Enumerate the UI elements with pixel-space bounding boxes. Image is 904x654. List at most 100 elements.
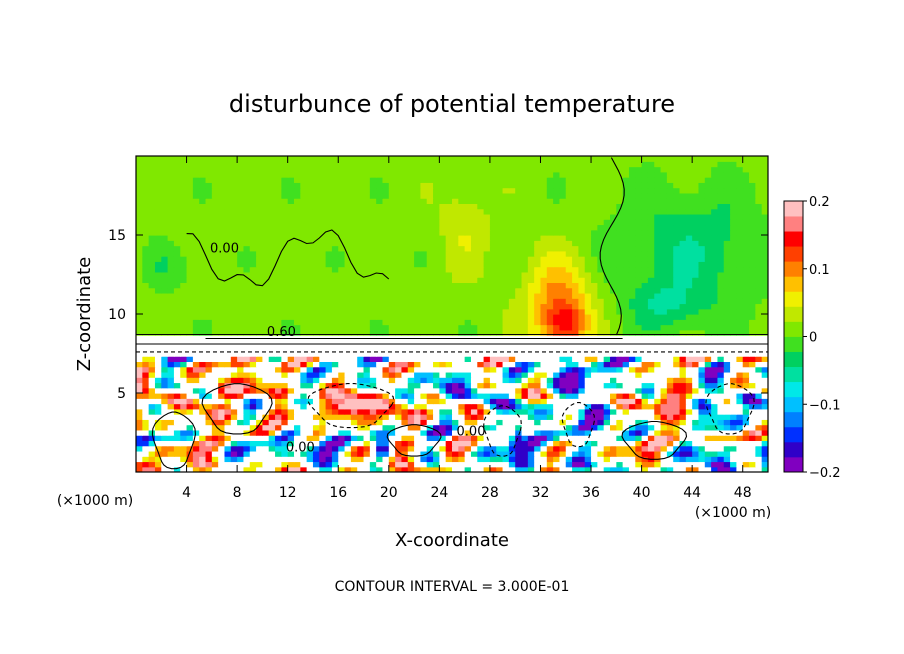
heatmap-cell bbox=[489, 445, 497, 452]
heatmap-cell bbox=[237, 224, 245, 231]
heatmap-cell bbox=[439, 350, 447, 357]
heatmap-cell bbox=[489, 371, 497, 378]
heatmap-cell bbox=[426, 408, 434, 415]
heatmap-cell bbox=[344, 345, 352, 352]
heatmap-cell bbox=[344, 382, 352, 389]
heatmap-cell bbox=[312, 324, 320, 331]
heatmap-cell bbox=[660, 271, 668, 278]
heatmap-cell bbox=[717, 319, 725, 326]
heatmap-cell bbox=[628, 213, 636, 220]
heatmap-cell bbox=[363, 435, 371, 441]
heatmap-cell bbox=[363, 282, 371, 289]
heatmap-cell bbox=[369, 235, 377, 241]
heatmap-cell bbox=[331, 287, 339, 294]
heatmap-cell bbox=[161, 256, 169, 262]
heatmap-cell bbox=[565, 445, 573, 452]
heatmap-cell bbox=[325, 292, 333, 299]
heatmap-cell bbox=[578, 266, 586, 273]
heatmap-cell bbox=[218, 361, 226, 368]
heatmap-cell bbox=[730, 229, 737, 236]
heatmap-cell bbox=[508, 356, 516, 362]
heatmap-cell bbox=[199, 277, 207, 283]
heatmap-cell bbox=[142, 445, 150, 452]
heatmap-cell bbox=[382, 435, 390, 441]
heatmap-cell bbox=[205, 329, 213, 336]
heatmap-cell bbox=[167, 435, 175, 441]
heatmap-cell bbox=[647, 403, 655, 410]
heatmap-cell bbox=[154, 398, 162, 405]
heatmap-cell bbox=[489, 377, 497, 384]
heatmap-cell bbox=[502, 303, 510, 310]
heatmap-cell bbox=[660, 345, 668, 352]
heatmap-cell bbox=[319, 235, 327, 241]
heatmap-cell bbox=[622, 329, 630, 336]
heatmap-cell bbox=[452, 324, 459, 331]
heatmap-cell bbox=[761, 345, 768, 352]
heatmap-cell bbox=[382, 345, 390, 352]
heatmap-cell bbox=[439, 366, 447, 373]
heatmap-cell bbox=[325, 345, 333, 352]
heatmap-cell bbox=[395, 361, 403, 368]
heatmap-cell bbox=[685, 335, 693, 341]
heatmap-cell bbox=[142, 329, 150, 336]
heatmap-cell bbox=[603, 377, 611, 384]
heatmap-cell bbox=[312, 393, 320, 399]
heatmap-cell bbox=[426, 298, 434, 305]
heatmap-cell bbox=[218, 213, 226, 220]
heatmap-cell bbox=[376, 219, 384, 226]
heatmap-cell bbox=[218, 377, 226, 384]
heatmap-cell bbox=[401, 298, 409, 305]
heatmap-cell bbox=[698, 366, 706, 373]
heatmap-cell bbox=[230, 319, 238, 326]
heatmap-cell bbox=[192, 266, 200, 273]
heatmap-cell bbox=[508, 398, 516, 405]
heatmap-cell bbox=[622, 429, 630, 436]
heatmap-cell bbox=[256, 398, 263, 405]
heatmap-cell bbox=[717, 377, 725, 384]
heatmap-cell bbox=[578, 387, 586, 394]
heatmap-cell bbox=[723, 266, 731, 273]
heatmap-cell bbox=[666, 219, 674, 226]
heatmap-cell bbox=[515, 366, 523, 373]
heatmap-cell bbox=[211, 350, 219, 357]
heatmap-cell bbox=[180, 450, 188, 457]
heatmap-cell bbox=[142, 393, 150, 399]
heatmap-cell bbox=[275, 224, 282, 231]
heatmap-cell bbox=[578, 382, 586, 389]
heatmap-cell bbox=[565, 324, 573, 331]
heatmap-cell bbox=[521, 361, 529, 368]
heatmap-cell bbox=[553, 345, 561, 352]
heatmap-cell bbox=[275, 287, 282, 294]
heatmap-cell bbox=[660, 398, 668, 405]
heatmap-cell bbox=[161, 403, 169, 410]
heatmap-cell bbox=[584, 235, 592, 241]
heatmap-cell bbox=[382, 398, 390, 405]
heatmap-cell bbox=[426, 256, 434, 262]
heatmap-cell bbox=[483, 377, 491, 384]
heatmap-cell bbox=[420, 319, 428, 326]
heatmap-cell bbox=[761, 324, 768, 331]
heatmap-cell bbox=[723, 445, 731, 452]
heatmap-cell bbox=[439, 440, 447, 447]
heatmap-cell bbox=[654, 361, 662, 368]
heatmap-cell bbox=[597, 456, 605, 463]
heatmap-cell bbox=[205, 356, 213, 362]
heatmap-cell bbox=[331, 308, 339, 315]
heatmap-cell bbox=[249, 435, 257, 441]
heatmap-cell bbox=[452, 329, 459, 336]
heatmap-cell bbox=[426, 319, 434, 326]
heatmap-cell bbox=[736, 335, 744, 341]
heatmap-cell bbox=[433, 298, 440, 305]
heatmap-cell bbox=[704, 335, 712, 341]
heatmap-cell bbox=[414, 424, 421, 431]
heatmap-cell bbox=[742, 445, 750, 452]
heatmap-cell bbox=[616, 292, 624, 299]
heatmap-cell bbox=[698, 340, 706, 347]
heatmap-cell bbox=[136, 450, 143, 457]
heatmap-cell bbox=[433, 256, 440, 262]
heatmap-cell bbox=[515, 292, 523, 299]
heatmap-cell bbox=[173, 335, 181, 341]
heatmap-cell bbox=[439, 319, 447, 326]
heatmap-cell bbox=[224, 456, 232, 463]
heatmap-cell bbox=[414, 366, 421, 373]
